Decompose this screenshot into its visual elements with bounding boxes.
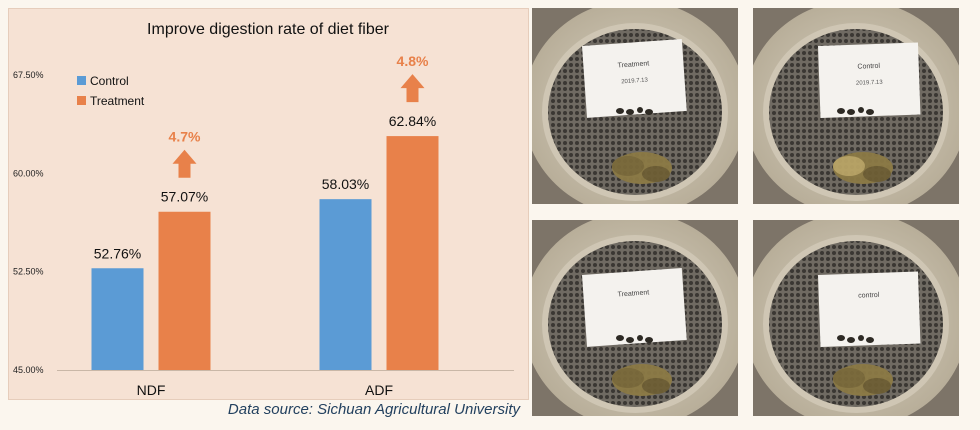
- x-category-label-ndf: NDF: [137, 382, 166, 398]
- bar-treatment-adf: [386, 136, 439, 370]
- sign-date: 2019.7.13: [621, 77, 649, 85]
- sign-text: control: [858, 292, 880, 300]
- x-category-label-adf: ADF: [365, 382, 393, 398]
- improvement-arrow-adf: [400, 74, 425, 103]
- treatment-sample-photo-2: Treatment: [532, 220, 738, 416]
- sign-date: 2019.7.13: [856, 80, 884, 87]
- legend-swatch-treatment: [77, 96, 86, 105]
- data-label-treatment-adf: 62.84%: [389, 113, 436, 129]
- sample-photo-4: control: [753, 220, 959, 416]
- sign-text: Treatment: [617, 289, 649, 298]
- bar-treatment-ndf: [158, 211, 211, 370]
- data-source-caption: Data source: Sichuan Agricultural Univer…: [227, 401, 520, 418]
- chart-panel: Improve digestion rate of diet fiber 45.0…: [8, 8, 529, 400]
- control-sample-photo-2: control: [753, 220, 959, 416]
- bar-control-adf: [319, 199, 372, 370]
- data-label-control-ndf: 52.76%: [94, 245, 141, 261]
- y-tick-label: 60.00%: [13, 168, 44, 178]
- improvement-label-ndf: 4.7%: [169, 129, 201, 145]
- legend-swatch-control: [77, 76, 86, 85]
- y-tick-label: 52.50%: [13, 267, 44, 277]
- treatment-sample-photo-1: Treatment 2019.7.13: [532, 8, 738, 204]
- bar-chart: Improve digestion rate of diet fiber 45.0…: [13, 21, 514, 398]
- sample-photo-3: Treatment: [532, 220, 738, 416]
- chart-title: Improve digestion rate of diet fiber: [147, 21, 390, 38]
- data-label-treatment-ndf: 57.07%: [161, 189, 208, 205]
- sign-text: Control: [857, 63, 880, 71]
- y-tick-label: 45.00%: [13, 365, 44, 375]
- improvement-arrow-ndf: [172, 149, 197, 178]
- data-label-control-adf: 58.03%: [322, 176, 369, 192]
- y-tick-label: 67.50%: [13, 70, 44, 80]
- control-sample-photo-1: Control 2019.7.13: [753, 8, 959, 204]
- sign-text: Treatment: [617, 60, 649, 69]
- legend-label-control: Control: [90, 74, 129, 88]
- sample-photo-2: Control 2019.7.13: [753, 8, 959, 204]
- legend-label-treatment: Treatment: [90, 94, 145, 108]
- improvement-label-adf: 4.8%: [397, 53, 429, 69]
- bar-control-ndf: [91, 268, 144, 370]
- sample-photo-1: Treatment 2019.7.13: [532, 8, 738, 204]
